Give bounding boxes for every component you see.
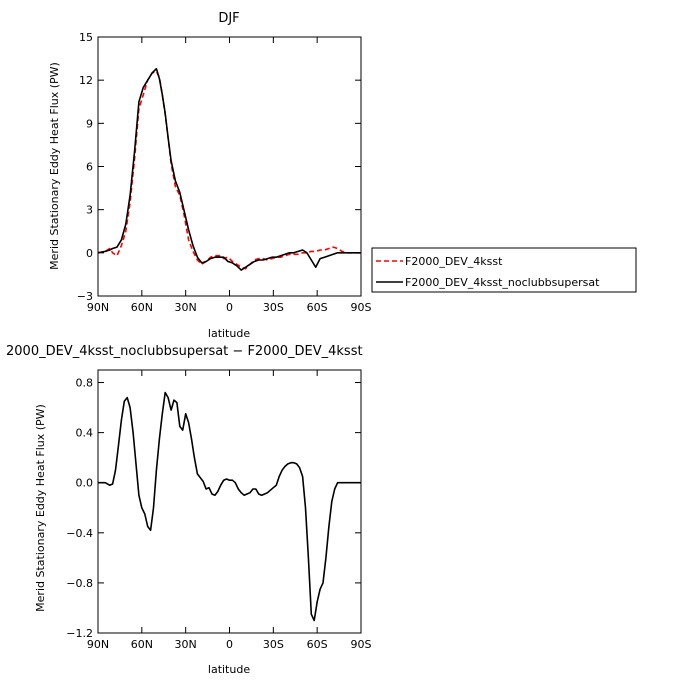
bottom-y-tick-label: 0.8: [76, 377, 94, 390]
top-chart: DJF 90N 60N 30N 0 30S 60S 90S −3 0 3 6 9 12 15 latitu…: [48, 11, 372, 340]
top-x-tick-label: 30S: [263, 301, 284, 314]
top-x-tick-label: 90S: [351, 301, 372, 314]
top-x-tick-label: 90N: [87, 301, 109, 314]
top-y-tick-label: −3: [77, 290, 93, 303]
bottom-series-line-1: [98, 391, 361, 622]
top-x-tick-label: 60S: [307, 301, 328, 314]
bottom-axis-ticks: 90N 60N 30N 0 30S 60S 90S −1.2 −0.8 −0.4 0.0 0.4 0.8: [66, 370, 372, 651]
bottom-chart: 2000_DEV_4ksst_noclubbsupersat − F2000_D…: [6, 344, 372, 676]
bottom-x-tick-label: 60N: [131, 638, 153, 651]
top-x-tick-label: 0: [226, 301, 233, 314]
bottom-x-tick-label: 0: [226, 638, 233, 651]
top-x-tick-label: 30N: [175, 301, 197, 314]
bottom-chart-title: 2000_DEV_4ksst_noclubbsupersat − F2000_D…: [6, 344, 363, 359]
legend-label-2: F2000_DEV_4ksst_noclubbsupersat: [405, 276, 600, 289]
bottom-x-tick-label: 30N: [175, 638, 197, 651]
top-series-line-1: [97, 70, 361, 270]
bottom-plot-frame: [97, 369, 362, 634]
bottom-y-tick-label: 0.4: [76, 427, 94, 440]
top-y-tick-label: 9: [86, 117, 93, 130]
top-series-line-2: [97, 67, 361, 271]
top-x-axis-label: latitude: [208, 327, 250, 340]
bottom-y-tick-label: −0.8: [66, 577, 93, 590]
bottom-x-tick-label: 90N: [87, 638, 109, 651]
top-y-tick-label: 3: [86, 204, 93, 217]
bottom-y-tick-label: −1.2: [66, 627, 93, 640]
top-y-tick-label: 0: [86, 247, 93, 260]
top-axis-ticks: 90N 60N 30N 0 30S 60S 90S −3 0 3 6 9 12 15: [77, 31, 372, 314]
legend-box: [371, 247, 637, 293]
bottom-x-tick-label: 30S: [263, 638, 284, 651]
legend: F2000_DEV_4ksst F2000_DEV_4ksst_noclubbs…: [371, 247, 637, 293]
bottom-y-tick-label: −0.4: [66, 527, 93, 540]
top-chart-title: DJF: [218, 11, 239, 26]
bottom-x-axis-label: latitude: [208, 663, 250, 676]
legend-label-1: F2000_DEV_4ksst: [405, 255, 503, 268]
bottom-y-axis-label: Merid Stationary Eddy Heat Flux (PW): [34, 404, 47, 612]
bottom-y-tick-label: 0.0: [76, 477, 94, 490]
top-plot-frame: [97, 36, 362, 297]
top-y-tick-label: 12: [79, 74, 93, 87]
bottom-series-group: [98, 391, 361, 622]
top-y-axis-label: Merid Stationary Eddy Heat Flux (PW): [48, 62, 61, 270]
top-series-group: [97, 67, 361, 271]
top-y-tick-label: 6: [86, 161, 93, 174]
top-y-tick-label: 15: [79, 31, 93, 44]
top-x-tick-label: 60N: [131, 301, 153, 314]
bottom-x-tick-label: 90S: [351, 638, 372, 651]
bottom-x-tick-label: 60S: [307, 638, 328, 651]
